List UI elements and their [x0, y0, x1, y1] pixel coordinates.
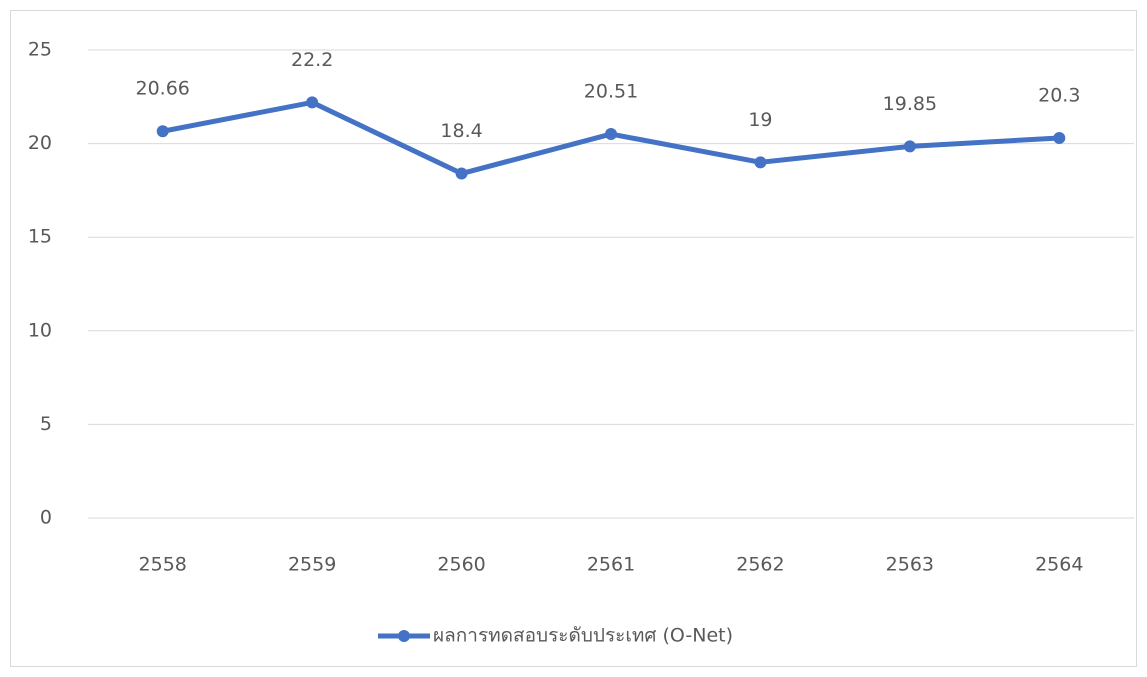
y-tick-label: 15: [28, 226, 52, 248]
x-tick-label: 2561: [587, 554, 635, 576]
x-tick-label: 2558: [139, 554, 187, 576]
data-label: 20.66: [136, 78, 190, 100]
y-tick-label: 0: [40, 507, 52, 529]
marker: [754, 156, 767, 169]
y-tick-label: 25: [28, 39, 52, 61]
marker: [605, 128, 617, 141]
legend-marker: [398, 630, 410, 642]
y-tick-label: 10: [28, 319, 52, 341]
y-tick-label: 5: [40, 413, 52, 435]
data-label: 22.2: [291, 49, 333, 71]
marker: [1053, 131, 1066, 144]
marker: [903, 140, 916, 153]
data-label: 19: [748, 109, 772, 131]
chart-border: [10, 10, 1137, 667]
x-tick-label: 2560: [437, 554, 485, 576]
x-tick-label: 2564: [1035, 554, 1083, 576]
marker: [455, 167, 468, 180]
data-label: 19.85: [883, 93, 937, 115]
data-label: 18.4: [440, 120, 482, 142]
data-label: 20.51: [584, 81, 638, 103]
legend-label: ผลการทดสอบระดับประเทศ (O-Net): [433, 625, 733, 647]
marker: [156, 125, 169, 138]
x-tick-label: 2562: [736, 554, 784, 576]
x-tick-label: 2559: [288, 554, 336, 576]
x-tick-label: 2563: [886, 554, 934, 576]
marker: [306, 96, 319, 109]
data-label: 20.3: [1038, 84, 1080, 106]
y-tick-label: 20: [28, 132, 52, 154]
